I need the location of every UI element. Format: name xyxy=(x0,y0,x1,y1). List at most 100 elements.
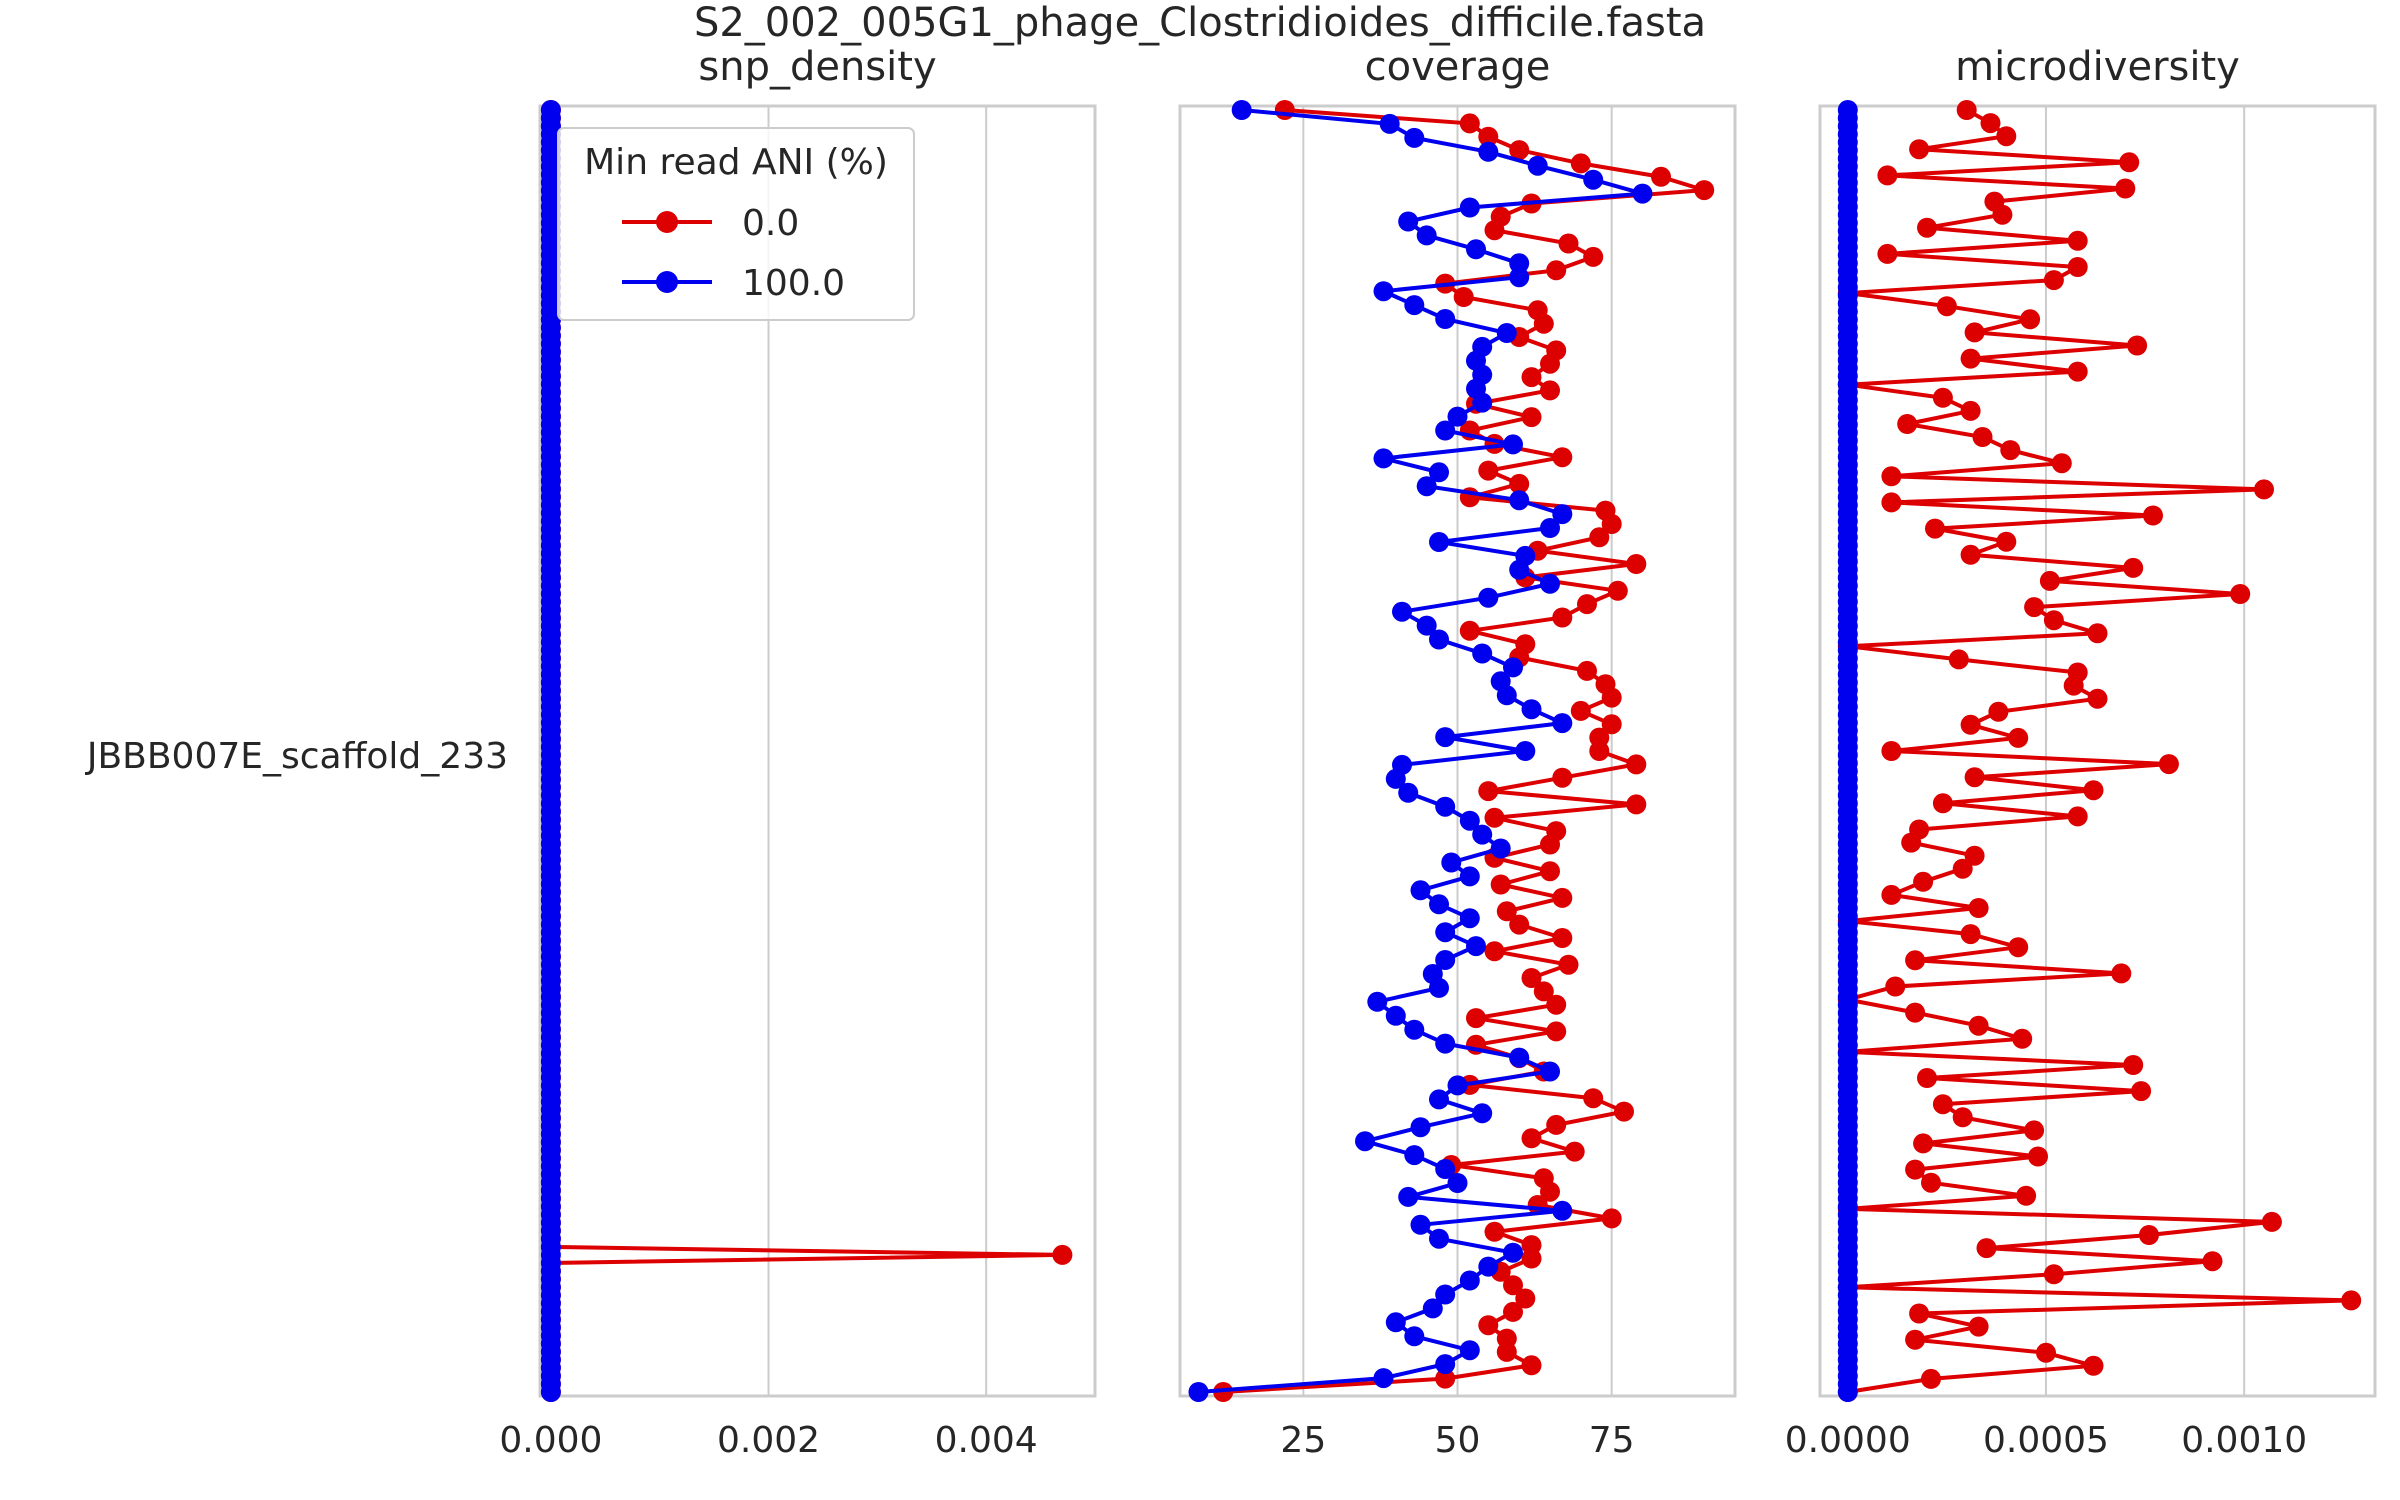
data-point xyxy=(1964,845,1985,866)
data-point xyxy=(1404,295,1425,316)
data-point xyxy=(1996,126,2017,147)
series-0.0 xyxy=(1213,100,1715,1402)
data-point xyxy=(2067,361,2088,382)
data-point xyxy=(1496,323,1517,343)
data-point xyxy=(2036,1342,2056,1363)
data-point xyxy=(1447,1075,1468,1096)
data-point xyxy=(2020,309,2041,330)
data-point xyxy=(1540,1061,1560,1082)
data-point xyxy=(1435,727,1456,748)
data-point xyxy=(2087,623,2108,644)
data-point xyxy=(1601,687,1622,708)
data-point xyxy=(1552,767,1573,788)
data-point xyxy=(1960,400,1981,421)
data-point xyxy=(1398,211,1419,232)
data-point xyxy=(2043,610,2064,631)
data-point xyxy=(2083,1355,2104,1376)
data-point xyxy=(2012,1028,2033,1049)
data-point xyxy=(1503,1275,1523,1296)
data-point xyxy=(2067,806,2088,827)
data-point xyxy=(1589,741,1610,761)
data-point xyxy=(1447,406,1468,427)
data-point xyxy=(2000,440,2021,461)
data-point xyxy=(1552,887,1573,908)
data-point xyxy=(1509,914,1530,935)
data-point xyxy=(1589,527,1610,548)
data-point xyxy=(540,1382,561,1402)
data-point xyxy=(1447,1173,1468,1193)
data-point xyxy=(1936,296,1957,317)
data-point xyxy=(1385,1312,1406,1333)
data-point xyxy=(1583,169,1604,190)
data-point xyxy=(1478,587,1499,608)
data-point xyxy=(1472,643,1493,664)
data-point xyxy=(1570,153,1591,174)
data-point xyxy=(1188,1382,1209,1402)
data-point xyxy=(1373,448,1394,469)
data-point xyxy=(1921,1172,1941,1193)
data-point xyxy=(1453,287,1474,307)
data-point xyxy=(1952,1107,1973,1128)
data-point xyxy=(1392,601,1412,622)
data-point xyxy=(2008,727,2029,748)
data-point xyxy=(1540,861,1560,882)
panel-coverage: coverage 25 50 75 xyxy=(1178,44,1737,1461)
data-point xyxy=(1626,554,1647,574)
data-point xyxy=(1527,155,1548,176)
data-point xyxy=(1459,113,1480,134)
data-point xyxy=(1540,518,1560,538)
data-point xyxy=(1515,1288,1536,1309)
data-point xyxy=(2087,688,2108,709)
data-point xyxy=(1905,1159,1926,1180)
data-point xyxy=(1521,407,1542,428)
data-point xyxy=(1948,649,1969,670)
data-point xyxy=(1416,476,1437,497)
data-point xyxy=(1429,894,1449,915)
data-point xyxy=(2043,270,2064,291)
data-point xyxy=(1540,380,1560,401)
data-point xyxy=(1952,858,1973,879)
data-point xyxy=(2131,1081,2152,1102)
data-point xyxy=(1626,794,1647,815)
data-point xyxy=(2158,754,2179,775)
data-point xyxy=(1968,898,1989,918)
data-point xyxy=(1972,427,1993,447)
data-point xyxy=(1509,490,1530,511)
data-point xyxy=(1052,1244,1073,1265)
data-point xyxy=(1478,126,1499,147)
data-point xyxy=(1607,580,1628,601)
legend-title: Min read ANI (%) xyxy=(584,142,888,183)
data-point xyxy=(2083,780,2104,801)
data-point xyxy=(1472,824,1493,845)
axes-frame xyxy=(1818,104,2377,1398)
data-point xyxy=(1540,1181,1560,1202)
data-point xyxy=(1435,1354,1456,1375)
data-point xyxy=(1533,313,1554,334)
data-point xyxy=(1509,140,1530,161)
data-point xyxy=(1540,353,1560,374)
data-point xyxy=(1422,1298,1443,1319)
data-point xyxy=(1521,968,1542,988)
data-point xyxy=(1404,1326,1425,1347)
data-point xyxy=(1435,1159,1456,1179)
data-point xyxy=(1521,1128,1542,1149)
data-point xyxy=(1881,492,1902,513)
data-point xyxy=(2016,1185,2037,1206)
data-point xyxy=(1496,1341,1517,1362)
data-point xyxy=(1564,1141,1585,1162)
data-point xyxy=(1921,1368,1941,1389)
data-point xyxy=(1837,1382,1858,1402)
data-point xyxy=(1885,976,1906,997)
data-point xyxy=(1932,1094,1953,1115)
data-point xyxy=(1503,1242,1523,1263)
data-point xyxy=(1385,768,1406,789)
data-point xyxy=(1404,1019,1425,1040)
data-point xyxy=(1881,741,1902,761)
data-point xyxy=(2119,152,2140,173)
data-point xyxy=(1478,141,1499,162)
data-point xyxy=(1632,183,1653,204)
data-point xyxy=(1877,243,1898,264)
data-point xyxy=(2143,505,2163,526)
data-point xyxy=(1601,1208,1622,1229)
